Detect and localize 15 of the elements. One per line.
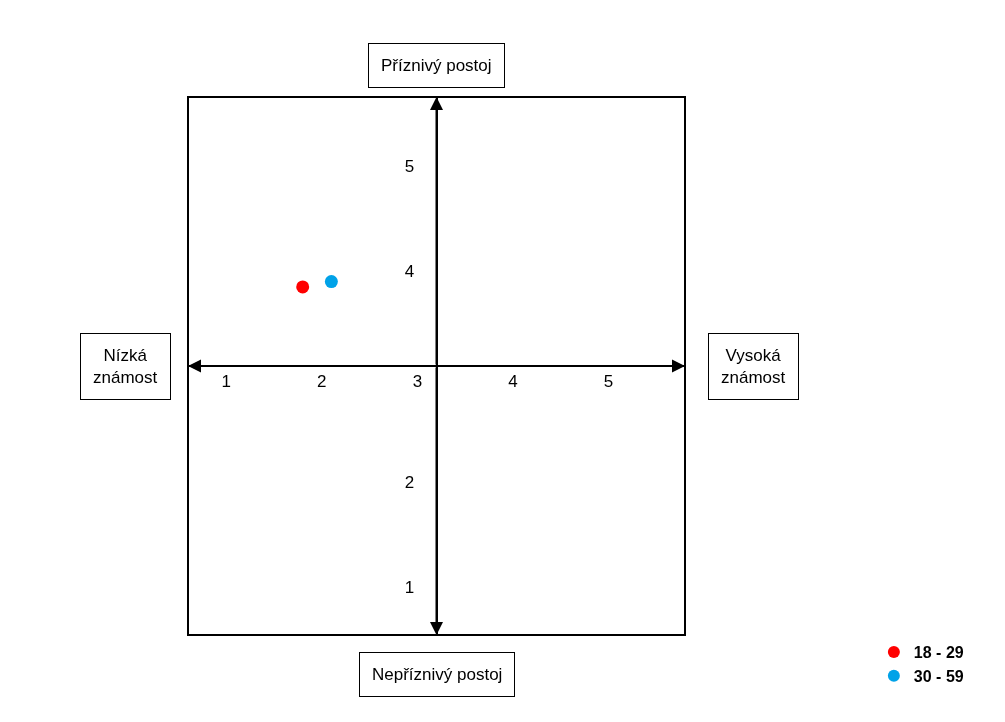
x-tick-label: 5: [603, 372, 614, 392]
x-tick-label: 1: [221, 372, 231, 392]
text: Nízká známost: [93, 346, 158, 388]
y-tick-label: 4: [404, 262, 415, 282]
x-tick-label: 3: [412, 372, 423, 392]
y-tick-label: 5: [404, 156, 415, 176]
x-tick-label: 4: [508, 372, 518, 392]
y-tick-label: 2: [404, 472, 415, 492]
x-tick-label: 2: [317, 372, 327, 392]
y-tick-label: 1: [404, 578, 415, 598]
legend-label: 18 - 29: [913, 644, 964, 662]
legend-label: 30 - 59: [913, 667, 964, 685]
text: Nepříznivý postoj: [372, 665, 503, 684]
text: Vysoká známost: [721, 346, 786, 388]
text: Příznivý postoj: [381, 56, 492, 75]
